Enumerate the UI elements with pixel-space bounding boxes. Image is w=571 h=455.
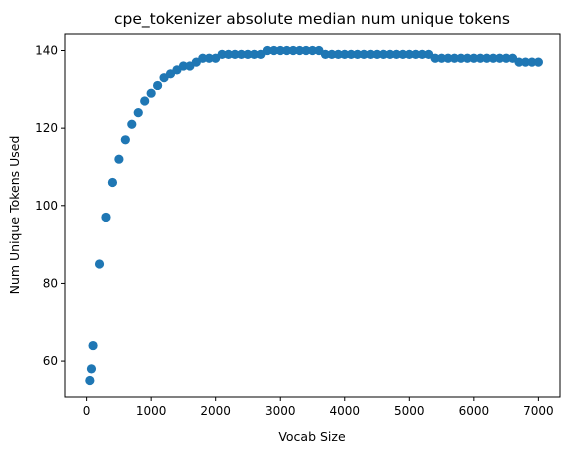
data-point	[294, 45, 305, 56]
data-point	[275, 45, 285, 56]
data-point	[365, 49, 376, 59]
x-axis-label: Vocab Size	[278, 429, 346, 444]
x-tick-label: 5000	[394, 404, 425, 418]
data-point	[469, 53, 479, 63]
data-point	[178, 61, 189, 71]
data-point	[269, 45, 279, 56]
data-point	[385, 49, 395, 59]
data-point	[340, 49, 350, 59]
data-point	[146, 88, 156, 98]
x-tick-label: 2000	[200, 404, 231, 418]
data-point	[120, 135, 130, 145]
data-point	[495, 53, 505, 63]
data-point	[404, 49, 414, 59]
data-point	[249, 49, 260, 59]
data-point	[533, 57, 543, 67]
x-tick-label: 6000	[459, 404, 490, 418]
x-axis-ticks: 0 1000 2000 3000 4000 5000 6000 7000	[83, 397, 554, 418]
data-point	[88, 340, 98, 351]
data-point	[449, 53, 460, 63]
data-point	[417, 49, 427, 59]
x-tick-label: 4000	[329, 404, 360, 418]
data-point	[320, 49, 331, 59]
data-point	[230, 49, 240, 59]
data-point	[436, 53, 447, 63]
data-point	[262, 45, 272, 56]
x-tick-label: 0	[83, 404, 91, 418]
y-tick-label: 120	[35, 121, 58, 135]
x-tick-label: 3000	[265, 404, 296, 418]
data-point	[101, 212, 111, 223]
y-tick-label: 80	[43, 276, 58, 290]
data-point	[140, 96, 150, 106]
data-point	[527, 57, 537, 67]
data-point	[443, 53, 453, 63]
data-point	[514, 57, 524, 67]
data-point	[114, 154, 124, 164]
data-point	[236, 49, 247, 59]
data-point	[224, 49, 234, 59]
data-point	[204, 53, 214, 63]
data-point	[153, 80, 163, 91]
data-point	[333, 49, 343, 59]
data-point	[475, 53, 485, 63]
x-tick-label: 7000	[523, 404, 554, 418]
data-point	[372, 49, 382, 59]
y-tick-label: 60	[43, 354, 58, 368]
y-tick-label: 100	[35, 199, 58, 213]
data-point	[107, 177, 118, 188]
data-point	[462, 53, 472, 63]
data-point	[378, 49, 389, 59]
data-point	[411, 49, 421, 59]
data-point	[488, 53, 498, 63]
data-point	[127, 119, 137, 129]
y-tick-label: 140	[35, 44, 58, 58]
data-point	[327, 49, 337, 59]
data-point	[243, 49, 253, 59]
data-point	[359, 49, 369, 59]
data-point	[217, 49, 227, 59]
data-point	[482, 53, 492, 63]
data-point	[198, 53, 208, 63]
data-point	[85, 375, 95, 386]
data-point	[288, 45, 298, 56]
data-point	[430, 53, 440, 63]
data-point	[353, 49, 363, 59]
data-point	[391, 49, 401, 59]
data-point	[398, 49, 408, 59]
data-point	[133, 108, 143, 118]
data-point	[456, 53, 466, 63]
data-point	[94, 259, 105, 269]
x-tick-label: 1000	[136, 404, 167, 418]
y-axis-ticks: 60 80 100 120 140	[35, 44, 65, 368]
plot-area-frame	[64, 33, 561, 398]
data-points	[85, 45, 543, 386]
data-point	[282, 45, 292, 56]
data-point	[86, 364, 97, 374]
chart-title: cpe_tokenizer absolute median num unique…	[114, 10, 510, 29]
data-point	[346, 49, 356, 59]
data-point	[520, 57, 531, 67]
data-point	[307, 45, 318, 56]
y-axis-label: Num Unique Tokens Used	[7, 136, 22, 295]
data-point	[301, 45, 311, 56]
data-point	[501, 53, 511, 63]
